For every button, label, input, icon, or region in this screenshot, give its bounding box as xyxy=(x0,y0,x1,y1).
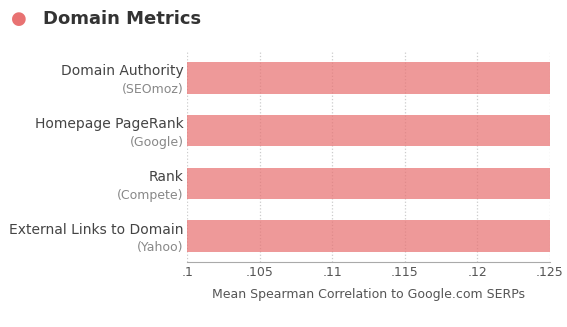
Text: Homepage PageRank: Homepage PageRank xyxy=(35,117,184,131)
Text: (Google): (Google) xyxy=(129,136,184,149)
Text: (SEOmoz): (SEOmoz) xyxy=(122,83,184,96)
Text: ●: ● xyxy=(11,10,27,28)
Bar xyxy=(187,220,567,252)
Bar xyxy=(187,62,567,94)
Bar xyxy=(187,115,567,146)
Text: Rank: Rank xyxy=(149,170,184,184)
Text: (Yahoo): (Yahoo) xyxy=(137,241,184,254)
X-axis label: Mean Spearman Correlation to Google.com SERPs: Mean Spearman Correlation to Google.com … xyxy=(212,288,525,301)
Text: (Compete): (Compete) xyxy=(117,188,184,201)
Text: External Links to Domain: External Links to Domain xyxy=(9,223,184,237)
Text: Domain Authority: Domain Authority xyxy=(61,64,184,78)
Bar xyxy=(187,167,567,199)
Text: Domain Metrics: Domain Metrics xyxy=(43,10,201,28)
